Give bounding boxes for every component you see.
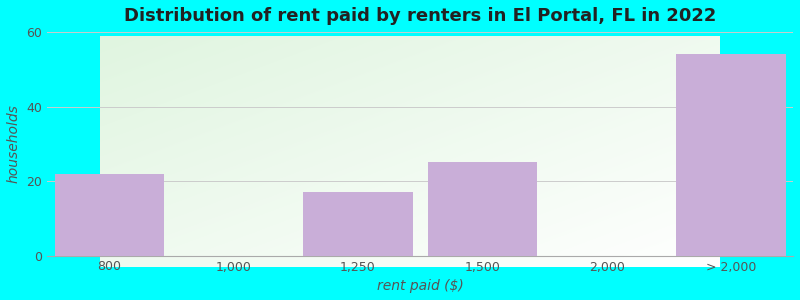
- Bar: [676, 54, 786, 256]
- Bar: [54, 174, 164, 256]
- Bar: [303, 192, 413, 256]
- Bar: [428, 163, 537, 256]
- Y-axis label: households: households: [7, 104, 21, 183]
- Title: Distribution of rent paid by renters in El Portal, FL in 2022: Distribution of rent paid by renters in …: [124, 7, 716, 25]
- X-axis label: rent paid ($): rent paid ($): [377, 279, 463, 293]
